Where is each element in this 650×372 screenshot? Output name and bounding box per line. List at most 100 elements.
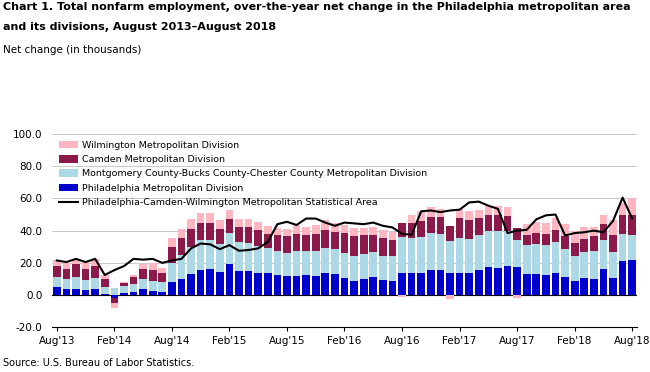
Bar [101,287,109,294]
Bar [226,211,233,219]
Bar [398,237,406,273]
Bar [130,292,137,295]
Bar [408,238,415,273]
Bar [437,217,444,234]
Bar [62,279,70,289]
Bar [111,295,118,298]
Bar [389,281,396,295]
Bar [532,244,540,274]
Bar [216,220,224,229]
Bar [111,298,118,303]
Bar [561,277,569,295]
Bar [494,268,502,295]
Bar [580,252,588,278]
Bar [302,275,310,295]
Bar [62,263,70,269]
Bar [629,215,636,235]
Bar [456,209,463,218]
Bar [120,283,128,286]
Text: Source: U.S. Bureau of Labor Statistics.: Source: U.S. Bureau of Labor Statistics. [3,358,194,368]
Bar [437,234,444,270]
Bar [350,256,358,280]
Bar [216,244,224,272]
Bar [619,215,627,234]
Bar [197,223,205,240]
Bar [427,207,435,217]
Bar [571,280,578,295]
Bar [609,252,617,278]
Bar [389,240,396,256]
Bar [292,251,300,276]
Bar [130,278,137,284]
Bar [101,294,109,295]
Bar [619,234,627,261]
Bar [187,274,195,295]
Bar [446,226,454,241]
Bar [580,239,588,252]
Bar [159,273,166,282]
Bar [523,224,530,235]
Bar [341,278,348,295]
Bar [369,227,377,235]
Bar [484,215,492,231]
Bar [149,270,157,280]
Bar [590,227,598,236]
Bar [494,206,502,215]
Bar [331,223,339,232]
Bar [542,222,550,234]
Bar [207,240,214,269]
Bar [53,266,60,278]
Bar [226,264,233,295]
Bar [465,211,473,220]
Bar [159,282,166,292]
Bar [283,229,291,236]
Bar [302,251,310,275]
Bar [590,236,598,251]
Bar [456,238,463,273]
Bar [216,272,224,295]
Text: Chart 1. Total nonfarm employment, over-the-year net change in the Philadelphia : Chart 1. Total nonfarm employment, over-… [3,2,631,12]
Bar [283,253,291,276]
Bar [53,260,60,266]
Bar [302,227,310,235]
Bar [456,273,463,295]
Bar [532,233,540,244]
Bar [360,254,367,279]
Bar [312,225,320,234]
Bar [177,229,185,238]
Bar [599,215,607,224]
Bar [226,218,233,233]
Bar [264,273,272,295]
Bar [235,271,243,295]
Bar [312,276,320,295]
Bar [408,222,415,238]
Bar [274,228,281,235]
Bar [91,259,99,266]
Bar [446,273,454,295]
Bar [389,256,396,281]
Bar [609,235,617,252]
Bar [139,264,147,269]
Bar [619,203,627,215]
Bar [599,240,607,269]
Bar [514,295,521,298]
Bar [379,280,387,295]
Bar [446,295,454,299]
Bar [465,220,473,239]
Bar [322,230,329,248]
Bar [417,221,425,237]
Bar [254,273,262,295]
Bar [72,259,80,264]
Bar [312,251,320,276]
Bar [149,291,157,295]
Bar [571,243,578,256]
Bar [571,256,578,280]
Bar [168,282,176,295]
Bar [120,286,128,293]
Bar [523,245,530,274]
Text: Net change (in thousands): Net change (in thousands) [3,45,142,55]
Bar [494,215,502,231]
Bar [322,273,329,295]
Bar [504,266,512,295]
Bar [350,228,358,236]
